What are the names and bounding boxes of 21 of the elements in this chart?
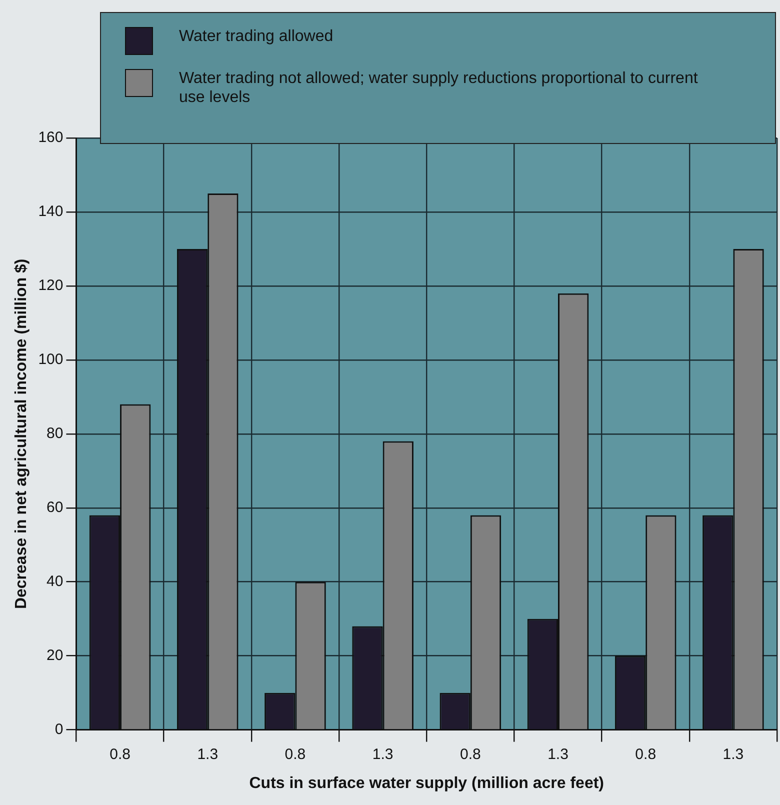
x-tick-label: 1.3: [372, 746, 394, 763]
y-tick-label: 80: [46, 425, 64, 442]
y-tick-label: 20: [46, 646, 64, 664]
y-tick-label: 0: [54, 720, 64, 738]
x-tick-label: 1.3: [197, 746, 218, 763]
x-tick-label: 1.3: [722, 746, 744, 763]
legend-label: Water trading allowed: [179, 27, 334, 46]
y-tick-label: 140: [38, 203, 64, 220]
y-axis-title: Decrease in net agricultural income (million $): [13, 258, 30, 610]
y-tick-label: 160: [38, 129, 64, 146]
x-tick-label: 0.8: [284, 746, 306, 763]
x-tick-label: 0.8: [110, 746, 130, 763]
y-tick-label: 120: [38, 277, 64, 294]
y-tick-label: 100: [38, 351, 64, 368]
y-tick-label: 60: [46, 499, 64, 516]
y-tick-label: 40: [46, 572, 64, 590]
legend-label: Water trading not allowed; water supply reductions proportional to current use levels: [179, 69, 699, 107]
x-tick-label: 1.3: [548, 746, 568, 763]
x-tick-label: 0.8: [460, 746, 481, 763]
x-axis-title: Cuts in surface water supply (million acre feet): [249, 774, 604, 792]
x-tick-label: 0.8: [635, 746, 656, 763]
